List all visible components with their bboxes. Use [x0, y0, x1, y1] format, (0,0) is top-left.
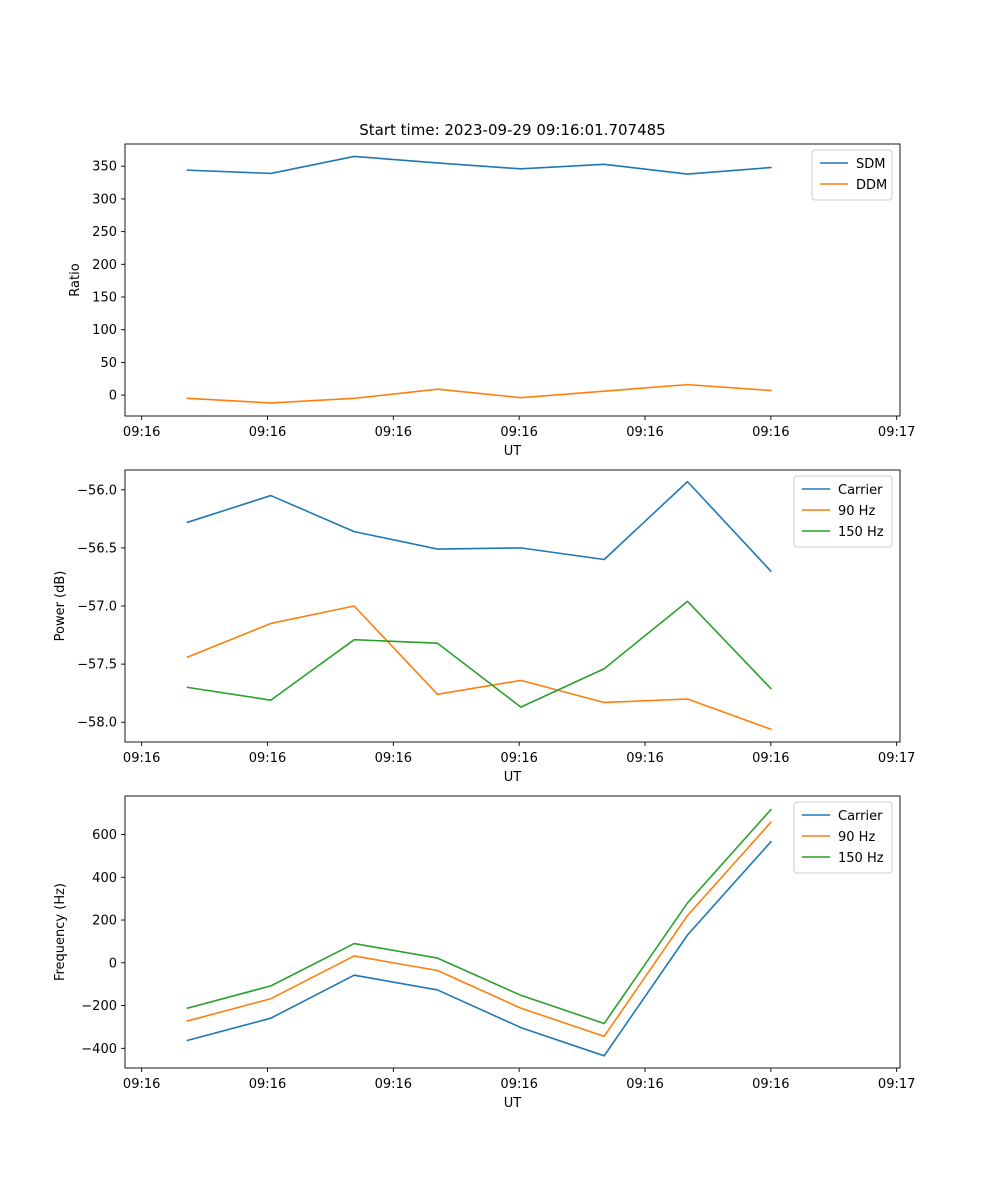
series-line-150-hz: [186, 808, 772, 1025]
y-tick-label: −56.0: [77, 483, 117, 498]
x-tick-label: 09:16: [500, 1077, 537, 1092]
legend: SDM DDM: [811, 149, 893, 201]
plot-frame: [124, 143, 901, 417]
y-tick-label: 400: [92, 871, 117, 886]
x-tick-label: 09:16: [752, 751, 789, 766]
x-tick-label: 09:16: [123, 1077, 160, 1092]
y-tick-label: 300: [92, 192, 117, 207]
y-tick-label: −57.0: [77, 600, 117, 615]
y-tick-label: −57.5: [77, 658, 117, 673]
chart-title: Start time: 2023-09-29 09:16:01.707485: [359, 121, 665, 139]
x-tick-label: 09:16: [626, 751, 663, 766]
x-tick-label: 09:16: [500, 425, 537, 440]
y-axis-label: Frequency (Hz): [53, 883, 68, 981]
series-line-90-hz: [186, 605, 772, 731]
y-tick-label: 100: [92, 323, 117, 338]
x-tick-label: 09:16: [752, 1077, 789, 1092]
legend-label: 150 Hz: [838, 525, 884, 540]
legend-label: SDM: [856, 157, 885, 172]
legend-label: 90 Hz: [838, 504, 875, 519]
legend-box: [793, 801, 893, 874]
x-tick-label: 09:17: [878, 1077, 915, 1092]
x-tick-label: 09:16: [626, 425, 663, 440]
series-line-150-hz: [186, 600, 772, 708]
y-tick-label: 0: [109, 389, 117, 404]
x-tick-label: 09:16: [500, 751, 537, 766]
legend-label: DDM: [856, 178, 887, 193]
x-tick-label: 09:16: [626, 1077, 663, 1092]
x-tick-label: 09:16: [249, 751, 286, 766]
y-tick-label: 200: [92, 914, 117, 929]
y-tick-label: 150: [92, 291, 117, 306]
y-tick-label: 600: [92, 828, 117, 843]
y-axis-label: Power (dB): [53, 571, 68, 642]
subplot-1: Start time: 2023-09-29 09:16:01.707485 0 5…: [68, 121, 915, 459]
series-line-carrier: [186, 840, 772, 1057]
legend-label: 90 Hz: [838, 830, 875, 845]
x-tick-label: 09:16: [375, 1077, 412, 1092]
x-tick-label: 09:16: [752, 425, 789, 440]
series-line-carrier: [186, 480, 772, 573]
series-line-ddm: [186, 383, 772, 404]
y-tick-label: −56.5: [77, 541, 117, 556]
y-tick-label: 0: [109, 956, 117, 971]
y-tick-label: −400: [81, 1042, 117, 1057]
x-axis-label: UT: [504, 770, 522, 785]
x-tick-label: 09:16: [249, 1077, 286, 1092]
legend-box: [793, 475, 893, 548]
x-tick-label: 09:16: [375, 425, 412, 440]
subplot-3: −400 −200 0 200 400 600 09:16 09:16 09:16 09:16 09…: [53, 795, 915, 1111]
y-axis-label: Ratio: [68, 263, 83, 296]
y-tick-label: 250: [92, 225, 117, 240]
x-axis-label: UT: [504, 444, 522, 459]
subplot-2: −56.0 −56.5 −57.0 −57.5 −58.0 09:16 09:16 09:16…: [53, 469, 915, 785]
y-tick-label: 200: [92, 258, 117, 273]
x-tick-label: 09:16: [123, 425, 160, 440]
legend-label: Carrier: [838, 483, 883, 498]
x-tick-label: 09:17: [878, 425, 915, 440]
legend-label: 150 Hz: [838, 851, 884, 866]
plot-frame: [124, 795, 901, 1069]
y-tick-label: 350: [92, 160, 117, 175]
legend-label: Carrier: [838, 809, 883, 824]
y-tick-label: 50: [100, 356, 117, 371]
x-axis-label: UT: [504, 1096, 522, 1111]
x-tick-label: 09:16: [249, 425, 286, 440]
legend: Carrier 90 Hz 150 Hz: [793, 801, 893, 874]
y-tick-label: −58.0: [77, 716, 117, 731]
y-tick-label: −200: [81, 999, 117, 1014]
legend: Carrier 90 Hz 150 Hz: [793, 475, 893, 548]
x-tick-label: 09:16: [123, 751, 160, 766]
x-tick-label: 09:16: [375, 751, 412, 766]
x-tick-label: 09:17: [878, 751, 915, 766]
series-line-sdm: [186, 155, 772, 175]
series-line-90-hz: [186, 821, 772, 1038]
